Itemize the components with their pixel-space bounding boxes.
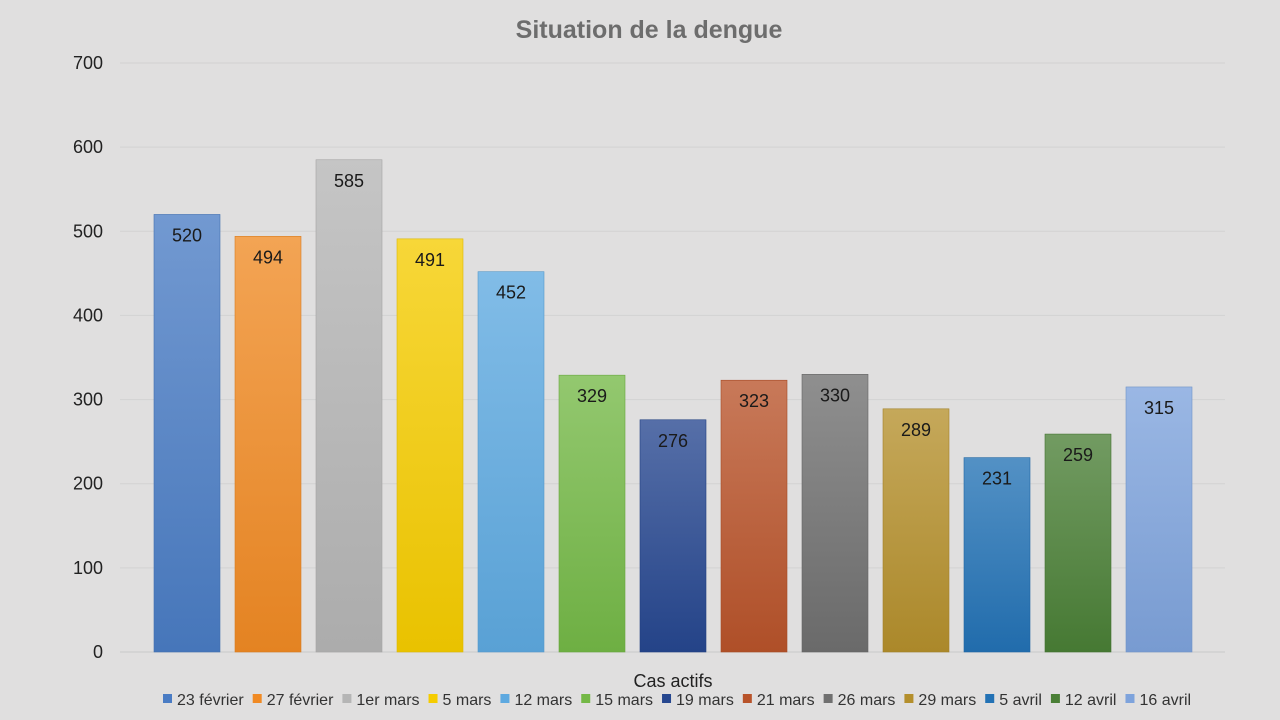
legend-swatch: [823, 694, 833, 703]
bar-23-février: [153, 214, 221, 653]
bar-5-mars: [396, 238, 464, 653]
y-tick-label: 500: [73, 221, 103, 241]
legend-item: 29 mars: [904, 692, 976, 709]
legend-label: 27 février: [267, 692, 334, 709]
data-label: 323: [739, 391, 769, 411]
bar-5-avril: [963, 457, 1031, 653]
legend-label: 23 février: [177, 692, 244, 709]
legend-swatch: [428, 694, 438, 703]
legend-label: 26 mars: [838, 692, 896, 709]
legend-item: 26 mars: [823, 692, 896, 709]
legend-item: 19 mars: [662, 692, 734, 709]
legend-item: 12 mars: [500, 692, 572, 709]
legend-swatch: [1125, 694, 1135, 703]
legend-item: 1er mars: [342, 692, 420, 709]
legend-swatch: [662, 694, 672, 703]
legend-item: 12 avril: [1050, 692, 1117, 709]
legend-swatch: [742, 694, 752, 703]
bar-12-avril: [1044, 433, 1112, 653]
legend-label: 29 mars: [918, 692, 976, 709]
data-label: 452: [496, 283, 526, 303]
bar-21-mars: [720, 379, 788, 653]
legend-item: 5 avril: [985, 692, 1042, 709]
legend-label: 1er mars: [356, 692, 419, 709]
data-label: 520: [172, 225, 202, 245]
bar-12-mars: [477, 271, 545, 653]
y-tick-label: 300: [73, 390, 103, 410]
data-label: 494: [253, 247, 283, 267]
legend-item: 5 mars: [428, 692, 492, 709]
legend-item: 21 mars: [742, 692, 815, 709]
data-label: 289: [901, 420, 931, 440]
legend-label: 5 avril: [999, 692, 1042, 709]
bar-27-février: [234, 236, 302, 653]
legend-label: 21 mars: [757, 692, 815, 709]
data-label: 276: [658, 431, 688, 451]
x-axis-label: Cas actifs: [633, 671, 712, 691]
legend-item: 16 avril: [1125, 692, 1191, 709]
legend-swatch: [342, 694, 352, 703]
legend-label: 19 mars: [676, 692, 734, 709]
legend-label: 12 mars: [514, 692, 572, 709]
y-tick-label: 700: [73, 53, 103, 73]
legend-swatch: [163, 694, 172, 703]
bar-29-mars: [882, 408, 950, 653]
legend-swatch: [581, 694, 591, 703]
legend-label: 15 mars: [595, 692, 653, 709]
legend-item: 27 février: [252, 692, 334, 709]
data-label: 231: [982, 469, 1012, 489]
legend-label: 5 mars: [443, 692, 492, 709]
data-label: 491: [415, 250, 445, 270]
bar-16-avril: [1125, 386, 1193, 653]
bar-26-mars: [801, 374, 869, 653]
bar-1er-mars: [315, 159, 383, 653]
legend-swatch: [500, 694, 510, 703]
legend-item: 15 mars: [581, 692, 653, 709]
y-tick-label: 400: [73, 305, 103, 325]
data-label: 259: [1063, 445, 1093, 465]
y-tick-label: 600: [73, 137, 103, 157]
y-tick-label: 200: [73, 474, 103, 494]
legend-label: 16 avril: [1139, 692, 1191, 709]
legend-item: 23 février: [163, 692, 244, 709]
legend-swatch: [1050, 694, 1060, 703]
y-tick-label: 100: [73, 558, 103, 578]
legend-swatch: [904, 694, 914, 703]
bar-19-mars: [639, 419, 707, 653]
legend-label: 12 avril: [1065, 692, 1117, 709]
bar-15-mars: [558, 374, 626, 653]
data-label: 315: [1144, 398, 1174, 418]
data-label: 330: [820, 385, 850, 405]
legend-swatch: [252, 694, 262, 703]
y-tick-label: 0: [93, 642, 103, 662]
data-label: 585: [334, 171, 364, 191]
legend-swatch: [985, 694, 995, 703]
chart-title: Situation de la dengue: [516, 16, 783, 44]
data-label: 329: [577, 386, 607, 406]
